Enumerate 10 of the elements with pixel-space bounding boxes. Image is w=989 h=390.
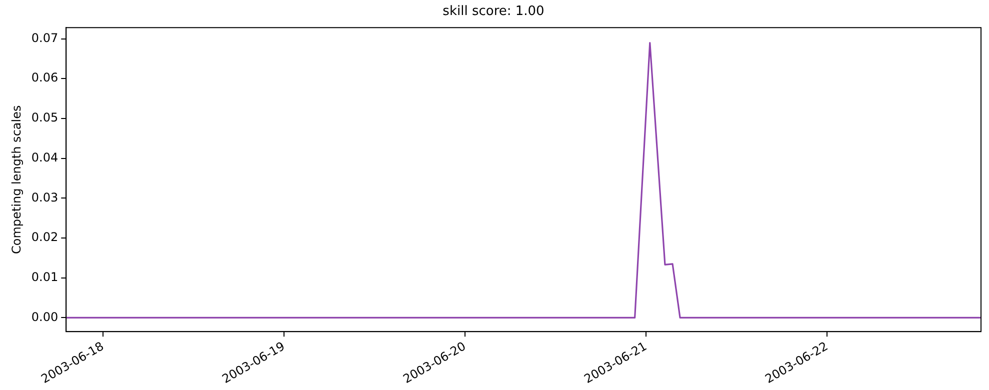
y-tick-label: 0.04	[31, 150, 58, 164]
y-tick-label: 0.00	[31, 310, 58, 324]
y-axis-title: Competing length scales	[9, 105, 24, 254]
y-tick-label: 0.02	[31, 230, 58, 244]
chart-title: skill score: 1.00	[442, 4, 544, 20]
y-tick-label: 0.05	[31, 110, 58, 125]
y-tick-label: 0.06	[31, 70, 58, 85]
y-tick-label: 0.07	[31, 30, 58, 45]
y-tick-label: 0.01	[31, 270, 58, 284]
y-tick-label: 0.03	[31, 190, 58, 204]
